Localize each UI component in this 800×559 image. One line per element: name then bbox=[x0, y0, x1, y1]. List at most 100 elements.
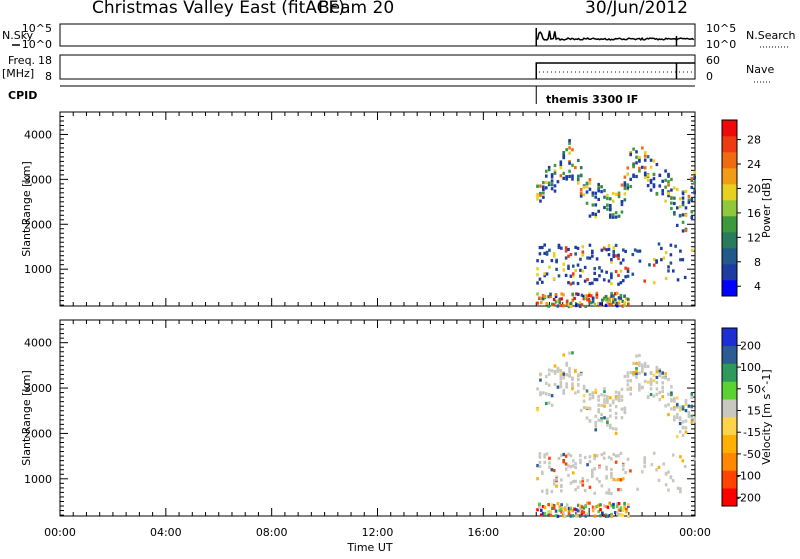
echo-cell bbox=[610, 282, 613, 286]
echo-cell bbox=[693, 190, 697, 195]
echo-cell bbox=[627, 297, 630, 301]
echo-cell bbox=[595, 454, 599, 458]
echo-cell bbox=[571, 387, 574, 391]
echo-cell bbox=[536, 464, 539, 468]
colorbar-segment bbox=[722, 168, 737, 185]
echo-cell bbox=[649, 387, 653, 391]
echo-cell bbox=[684, 430, 688, 434]
echo-cell bbox=[684, 206, 688, 210]
echo-cell bbox=[597, 504, 600, 508]
echo-cell bbox=[606, 301, 610, 305]
echo-cell bbox=[606, 399, 609, 403]
echo-cell bbox=[662, 462, 666, 466]
echo-cell bbox=[611, 199, 615, 203]
echo-cell bbox=[627, 514, 630, 519]
echo-cell bbox=[617, 508, 621, 512]
echo-cell bbox=[624, 249, 627, 254]
echo-cell bbox=[536, 259, 539, 263]
echo-cell bbox=[588, 407, 592, 411]
echo-cell bbox=[623, 186, 627, 191]
echo-cell bbox=[544, 174, 548, 178]
echo-cell bbox=[598, 266, 601, 270]
echo-cell bbox=[571, 274, 575, 278]
echo-cell bbox=[580, 511, 584, 516]
echo-cell bbox=[586, 256, 589, 260]
echo-cell bbox=[643, 361, 647, 366]
echo-cell bbox=[611, 215, 615, 219]
echo-cell bbox=[580, 303, 584, 307]
echo-cell bbox=[536, 508, 539, 512]
echo-cell bbox=[675, 187, 679, 192]
echo-cell bbox=[661, 371, 664, 375]
echo-cell bbox=[597, 410, 600, 414]
echo-cell bbox=[678, 197, 682, 201]
echo-cell bbox=[619, 261, 623, 265]
colorbar-segment bbox=[722, 417, 737, 436]
echo-cell bbox=[565, 299, 569, 303]
echo-cell bbox=[652, 183, 656, 187]
echo-cell bbox=[664, 483, 668, 487]
echo-cell bbox=[687, 412, 691, 417]
y-tick-label: 1000 bbox=[24, 473, 52, 486]
echo-cell bbox=[610, 291, 613, 296]
echo-cell bbox=[552, 506, 556, 510]
echo-cell bbox=[556, 502, 560, 506]
echo-cell bbox=[550, 183, 554, 187]
echo-cell bbox=[638, 385, 641, 390]
colorbar-segment bbox=[722, 152, 737, 169]
echo-cell bbox=[649, 377, 653, 382]
echo-cell bbox=[614, 292, 617, 296]
echo-cell bbox=[669, 476, 673, 480]
echo-cell bbox=[555, 260, 558, 264]
echo-cell bbox=[684, 213, 688, 217]
echo-cell bbox=[567, 511, 571, 515]
echo-cell bbox=[679, 455, 682, 459]
echo-cell bbox=[539, 393, 542, 397]
echo-cell bbox=[609, 207, 612, 211]
echo-cell bbox=[547, 510, 550, 514]
echo-cell bbox=[538, 460, 542, 464]
x-tick-label: 00:00 bbox=[44, 526, 76, 539]
echo-cell bbox=[614, 211, 618, 215]
echo-cell bbox=[539, 513, 543, 517]
echo-cell bbox=[617, 273, 620, 278]
echo-cell bbox=[624, 471, 627, 475]
echo-cell bbox=[552, 479, 556, 483]
echo-cell bbox=[581, 476, 585, 481]
echo-cell bbox=[620, 416, 624, 420]
echo-cell bbox=[605, 270, 608, 274]
echo-cell bbox=[568, 139, 571, 143]
echo-cell bbox=[569, 465, 573, 469]
colorbar-tick-label: 24 bbox=[747, 158, 761, 171]
echo-cell bbox=[582, 506, 586, 510]
echo-cell bbox=[594, 428, 598, 432]
echo-cell bbox=[602, 278, 606, 282]
echo-cell bbox=[671, 269, 675, 273]
echo-cell bbox=[623, 198, 627, 202]
echo-cell bbox=[655, 387, 659, 391]
echo-cell bbox=[553, 184, 557, 188]
echo-cell bbox=[559, 374, 563, 378]
echo-cell bbox=[593, 271, 596, 275]
echo-cell bbox=[538, 455, 542, 459]
echo-cell bbox=[620, 398, 624, 402]
echo-cell bbox=[681, 420, 685, 424]
echo-cell bbox=[673, 407, 676, 412]
echo-cell bbox=[552, 468, 556, 473]
echo-cell bbox=[585, 181, 589, 185]
echo-cell bbox=[591, 509, 595, 513]
echo-cell bbox=[579, 408, 583, 413]
echo-cell bbox=[571, 459, 575, 463]
echo-cell bbox=[558, 508, 562, 513]
echo-cell bbox=[606, 514, 610, 518]
echo-cell bbox=[623, 407, 627, 411]
echo-cell bbox=[584, 504, 588, 509]
echo-cell bbox=[664, 472, 668, 476]
echo-cell bbox=[539, 193, 542, 197]
echo-cell bbox=[631, 252, 635, 257]
echo-cell bbox=[670, 398, 673, 402]
echo-cell bbox=[617, 513, 621, 517]
echo-cell bbox=[643, 372, 647, 376]
echo-cell bbox=[591, 296, 595, 300]
